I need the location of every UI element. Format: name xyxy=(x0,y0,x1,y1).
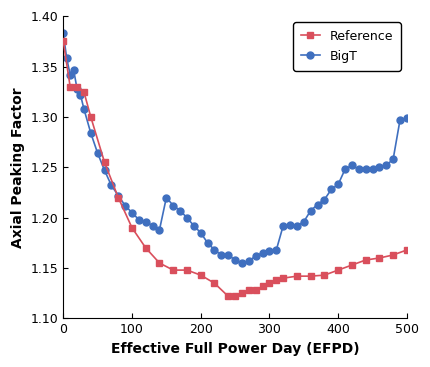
Reference xyxy=(274,278,279,282)
Reference xyxy=(88,115,93,119)
Reference xyxy=(349,263,354,267)
Legend: Reference, BigT: Reference, BigT xyxy=(293,22,401,71)
BigT xyxy=(102,168,107,172)
Reference xyxy=(240,291,245,295)
Reference xyxy=(404,248,409,252)
Reference xyxy=(233,294,238,298)
BigT xyxy=(246,259,252,263)
Reference xyxy=(74,84,80,89)
BigT xyxy=(260,251,265,255)
Line: Reference: Reference xyxy=(61,39,410,299)
Reference xyxy=(81,90,86,94)
Reference xyxy=(171,268,176,272)
BigT xyxy=(240,261,245,265)
Reference xyxy=(129,226,135,230)
X-axis label: Effective Full Power Day (EFPD): Effective Full Power Day (EFPD) xyxy=(111,342,359,356)
BigT xyxy=(267,249,272,253)
Reference xyxy=(246,288,252,292)
BigT xyxy=(178,208,183,213)
Reference xyxy=(377,256,382,260)
Y-axis label: Axial Peaking Factor: Axial Peaking Factor xyxy=(11,87,25,248)
Reference xyxy=(363,258,368,262)
Reference xyxy=(212,281,217,286)
Reference xyxy=(226,294,231,298)
Reference xyxy=(102,160,107,164)
Line: BigT: BigT xyxy=(60,30,410,266)
Reference xyxy=(295,274,300,278)
Reference xyxy=(267,281,272,286)
Reference xyxy=(198,273,203,277)
Reference xyxy=(308,274,313,278)
Reference xyxy=(116,195,121,200)
Reference xyxy=(335,268,341,272)
Reference xyxy=(184,268,190,272)
Reference xyxy=(61,39,66,44)
BigT xyxy=(295,224,300,228)
Reference xyxy=(68,84,73,89)
BigT xyxy=(404,116,409,120)
Reference xyxy=(281,276,286,280)
Reference xyxy=(157,261,162,265)
BigT xyxy=(61,31,66,36)
Reference xyxy=(260,284,265,288)
Reference xyxy=(322,273,327,277)
Reference xyxy=(253,288,258,292)
Reference xyxy=(390,253,396,257)
Reference xyxy=(143,246,148,250)
